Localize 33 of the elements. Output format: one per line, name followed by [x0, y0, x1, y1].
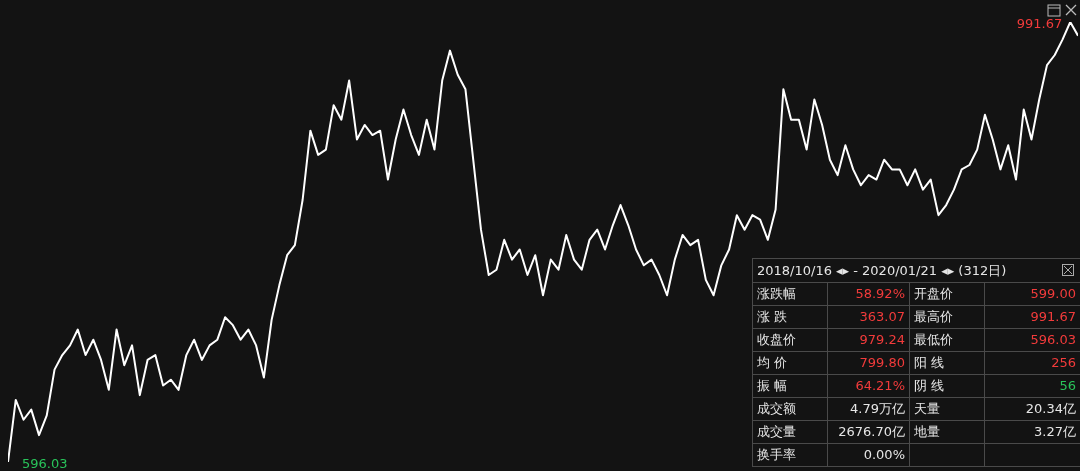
annotation: 阳 线: [910, 352, 985, 374]
annotation: 阴 线: [910, 375, 985, 397]
annotation: 均 价: [753, 352, 828, 374]
annotation: 599.00: [1029, 285, 1077, 303]
annotation: 收盘价: [753, 329, 828, 351]
annotation: 天量: [910, 398, 985, 420]
annotation: 地量: [910, 421, 985, 443]
annotation: 成交量: [753, 421, 828, 443]
annotation: 58.92%: [828, 283, 910, 305]
annotation: 成交额: [753, 398, 828, 420]
annotation: 涨跌幅: [753, 283, 828, 305]
annotation: 596.03: [1029, 331, 1077, 349]
annotation: 2676.70亿: [828, 421, 910, 443]
annotation: 4.79万亿: [828, 398, 910, 420]
text: 2018/10/16 ◂▸ - 2020/01/21 ◂▸ (312日): [753, 259, 1080, 283]
annotation: 991.67: [1016, 16, 1063, 31]
annotation: 3.27亿: [1033, 423, 1077, 441]
annotation: 最高价: [910, 306, 985, 328]
annotation: 991.67: [1029, 308, 1077, 326]
annotation: 363.07: [828, 306, 910, 328]
annotation: 振 幅: [753, 375, 828, 397]
annotation: 56: [1058, 377, 1077, 395]
annotation: 596.03: [22, 456, 68, 471]
annotation: 256: [1050, 354, 1077, 372]
annotation: 64.21%: [828, 375, 910, 397]
annotation: 799.80: [828, 352, 910, 374]
annotation: 涨 跌: [753, 306, 828, 328]
annotation: 979.24: [828, 329, 910, 351]
annotation: 0.00%: [828, 444, 910, 466]
annotation: 换手率: [753, 444, 828, 466]
annotation: 开盘价: [910, 283, 985, 305]
annotation: 最低价: [910, 329, 985, 351]
annotation: 20.34亿: [1024, 400, 1077, 418]
